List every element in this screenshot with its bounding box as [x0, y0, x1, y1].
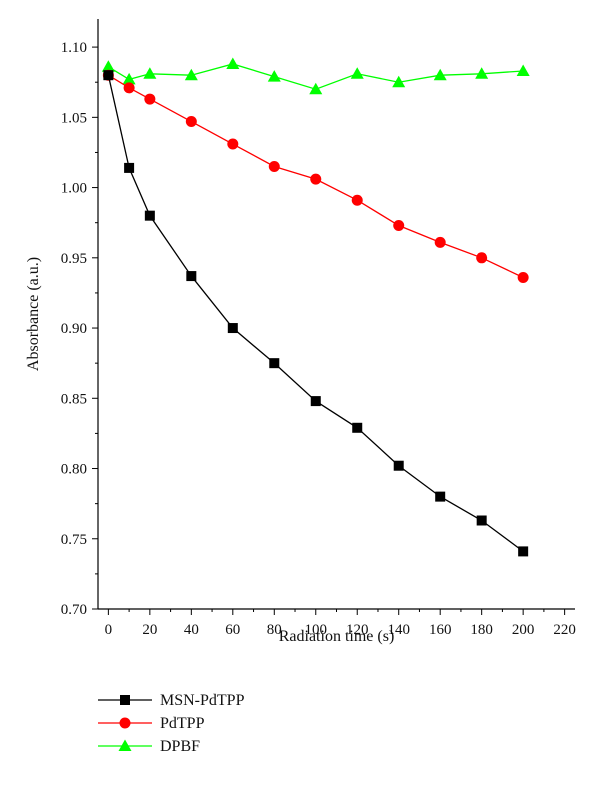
- y-tick-label: 0.75: [61, 532, 87, 548]
- data-point-pdtpp: [185, 116, 197, 128]
- legend-item-msn-pdtpp: MSN-PdTPP: [98, 692, 245, 709]
- data-point-pdtpp: [123, 82, 135, 94]
- plot-background: [98, 19, 575, 609]
- y-tick-label: 0.70: [61, 602, 87, 618]
- data-point-dpbf: [350, 67, 364, 79]
- data-point-msn-pdtpp: [227, 323, 238, 334]
- data-point-dpbf: [122, 72, 136, 85]
- data-point-msn-pdtpp: [186, 271, 197, 282]
- x-tick-label: 20: [142, 622, 157, 638]
- data-point-dpbf: [101, 60, 115, 72]
- data-point-msn-pdtpp: [518, 546, 529, 557]
- x-axis-title: Radiation time (s): [279, 628, 395, 645]
- legend-marker: [120, 695, 130, 705]
- data-point-pdtpp: [517, 271, 529, 283]
- x-tick-label: 100: [305, 622, 328, 638]
- series-pdtpp: [102, 69, 529, 283]
- y-tick-label: 1.05: [61, 110, 87, 126]
- data-point-dpbf: [267, 70, 281, 82]
- y-tick-label: 0.95: [61, 251, 87, 267]
- data-point-pdtpp: [434, 236, 446, 248]
- x-tick-label: 160: [429, 622, 452, 638]
- legend-label: DPBF: [160, 738, 200, 755]
- data-point-dpbf: [433, 68, 447, 81]
- legend-label: MSN-PdTPP: [160, 692, 245, 709]
- legend-label: PdTPP: [160, 715, 205, 732]
- y-tick-label: 0.80: [61, 462, 87, 478]
- y-tick-label: 0.90: [61, 321, 87, 337]
- data-point-dpbf: [309, 82, 323, 95]
- data-point-pdtpp: [227, 138, 239, 150]
- series-layer: [101, 57, 530, 557]
- data-point-dpbf: [475, 67, 489, 79]
- data-point-msn-pdtpp: [144, 210, 155, 221]
- plot-area: [98, 19, 575, 609]
- legend-item-pdtpp: PdTPP: [98, 715, 205, 732]
- y-tick-label: 0.85: [61, 391, 87, 407]
- legend-item-dpbf: DPBF: [98, 738, 200, 755]
- data-point-pdtpp: [310, 173, 322, 185]
- data-point-dpbf: [143, 67, 157, 79]
- data-point-msn-pdtpp: [435, 491, 446, 502]
- series-line-msn-pdtpp: [107, 75, 524, 552]
- data-point-msn-pdtpp: [352, 422, 363, 433]
- y-axis-title: Absorbance (a.u.): [25, 257, 42, 371]
- legend: MSN-PdTPP PdTPP DPBF: [98, 692, 245, 755]
- legend-marker: [119, 717, 131, 729]
- data-point-dpbf: [392, 75, 406, 88]
- data-point-pdtpp: [393, 220, 405, 231]
- data-point-dpbf: [516, 64, 530, 76]
- data-point-pdtpp: [144, 93, 156, 105]
- x-tick-label: 180: [470, 622, 493, 638]
- y-tick-label: 1.00: [61, 181, 87, 197]
- data-point-msn-pdtpp: [310, 396, 321, 407]
- data-point-pdtpp: [476, 252, 488, 264]
- data-point-msn-pdtpp: [124, 162, 135, 173]
- data-point-msn-pdtpp: [269, 358, 280, 369]
- data-point-pdtpp: [268, 161, 280, 172]
- axes: 0 20 40 60 80 100 120 140 160 180 200 220 0.70 0.75 0.…: [61, 19, 576, 638]
- data-point-msn-pdtpp: [393, 460, 404, 471]
- x-tick-label: 120: [346, 622, 369, 638]
- x-tick-label: 80: [267, 622, 282, 638]
- x-tick-label: 40: [184, 622, 199, 638]
- data-point-dpbf: [226, 57, 240, 69]
- x-tick-label: 60: [225, 622, 240, 638]
- data-point-pdtpp: [351, 194, 363, 206]
- x-tick-label: 140: [387, 622, 410, 638]
- x-tick-label: 200: [512, 622, 535, 638]
- data-point-msn-pdtpp: [103, 70, 114, 81]
- x-tick-label: 0: [105, 622, 113, 638]
- legend-marker: [118, 739, 132, 751]
- data-point-msn-pdtpp: [476, 515, 487, 526]
- data-point-dpbf: [184, 68, 198, 81]
- x-tick-label: 220: [553, 622, 576, 638]
- series-dpbf: [101, 57, 530, 95]
- y-tick-label: 1.10: [61, 40, 87, 56]
- series-msn-pdtpp: [103, 70, 529, 557]
